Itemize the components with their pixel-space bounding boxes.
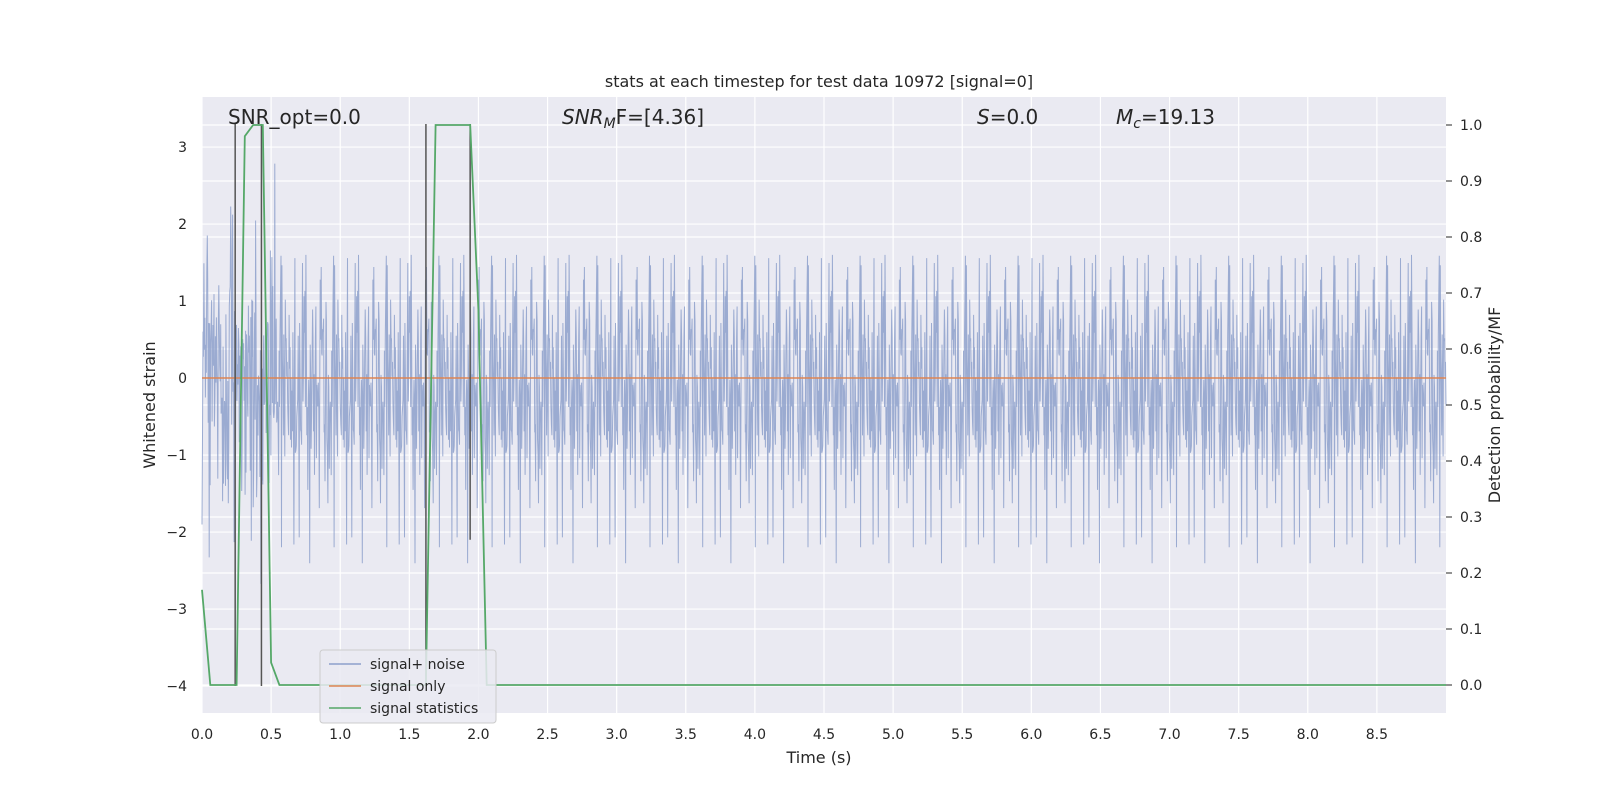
y-right-tick-label: 0.2 (1460, 566, 1482, 582)
x-tick-label: 5.0 (882, 727, 904, 743)
snr-mf-prefix: SNR (562, 105, 604, 129)
legend-label-signal-noise: signal+ noise (370, 657, 465, 673)
x-tick-label: 8.5 (1366, 727, 1388, 743)
snr-mf-suffix: F=[4.36] (616, 105, 704, 129)
annotation-mc: Mc=19.13 (1116, 105, 1215, 132)
x-tick-label: 7.5 (1228, 727, 1250, 743)
y-tick-label: 1 (178, 294, 187, 310)
x-tick-label: 8.0 (1297, 727, 1319, 743)
x-tick-label: 6.0 (1020, 727, 1042, 743)
x-tick-label: 3.5 (675, 727, 697, 743)
x-tick-label: 4.0 (744, 727, 766, 743)
y-right-tick-label: 0.5 (1460, 398, 1482, 414)
chart-title: stats at each timestep for test data 109… (605, 72, 1033, 91)
x-tick-label: 3.0 (606, 727, 628, 743)
annotation-snr-opt: SNR_opt=0.0 (228, 105, 361, 129)
marker-lines (234, 123, 471, 687)
x-axis-label: Time (s) (785, 748, 851, 767)
legend: signal+ noise signal only signal statist… (319, 649, 497, 724)
y-axis-right-label: Detection probability/MF (1485, 307, 1504, 504)
x-tick-label: 6.5 (1089, 727, 1111, 743)
y-right-tick-label: 1.0 (1460, 118, 1482, 134)
y-axis-ticks: 3 2 1 0 −1 −2 −3 −4 (166, 140, 187, 695)
x-tick-label: 2.0 (467, 727, 489, 743)
signal-noise-line (201, 163, 1447, 584)
mc-symbol: M (1116, 105, 1133, 129)
legend-box (319, 649, 497, 724)
snr-mf-sub: M (604, 116, 616, 132)
x-tick-label: 2.5 (536, 727, 558, 743)
x-tick-label: 0.0 (191, 727, 213, 743)
annotation-s: S=0.0 (977, 105, 1038, 129)
s-value: =0.0 (990, 105, 1039, 129)
x-tick-label: 1.0 (329, 727, 351, 743)
y-right-tick-label: 0.8 (1460, 230, 1482, 246)
x-tick-label: 0.5 (260, 727, 282, 743)
y-right-tick-label: 0.7 (1460, 286, 1482, 302)
legend-label-signal-statistics: signal statistics (370, 701, 478, 717)
mc-value: =19.13 (1141, 105, 1215, 129)
y-tick-label: 2 (178, 217, 187, 233)
y-tick-label: −3 (166, 602, 187, 618)
y-tick-label: −4 (166, 679, 187, 695)
series-signal-noise (201, 163, 1447, 584)
annotation-snr-mf: SNRMF=[4.36] (562, 105, 704, 132)
series-signal-statistics (201, 124, 1446, 686)
y-right-tick-label: 0.4 (1460, 454, 1482, 470)
y-tick-label: −1 (166, 448, 187, 464)
x-tick-label: 4.5 (813, 727, 835, 743)
y-axis-label: Whitened strain (140, 341, 159, 468)
y-axis-right-ticks: 1.0 0.9 0.8 0.7 0.6 0.5 0.4 0.3 0.2 0.1 0.0 (1446, 118, 1482, 694)
y-tick-label: 0 (178, 371, 187, 387)
mc-sub: c (1133, 116, 1141, 132)
y-tick-label: 3 (178, 140, 187, 156)
y-right-tick-label: 0.0 (1460, 678, 1482, 694)
signal-statistics-line (201, 124, 1446, 686)
y-right-tick-label: 0.3 (1460, 510, 1482, 526)
y-right-tick-label: 0.9 (1460, 174, 1482, 190)
legend-label-signal-only: signal only (370, 679, 445, 695)
x-tick-label: 7.0 (1158, 727, 1180, 743)
y-right-tick-label: 0.6 (1460, 342, 1482, 358)
x-tick-label: 5.5 (951, 727, 973, 743)
y-right-tick-label: 0.1 (1460, 622, 1482, 638)
s-symbol: S (977, 105, 990, 129)
y-tick-label: −2 (166, 525, 187, 541)
x-tick-label: 1.5 (398, 727, 420, 743)
x-axis-ticks: 0.0 0.5 1.0 1.5 2.0 2.5 3.0 3.5 4.0 4.5 5.0 5.5 6.0 6… (191, 727, 1388, 743)
